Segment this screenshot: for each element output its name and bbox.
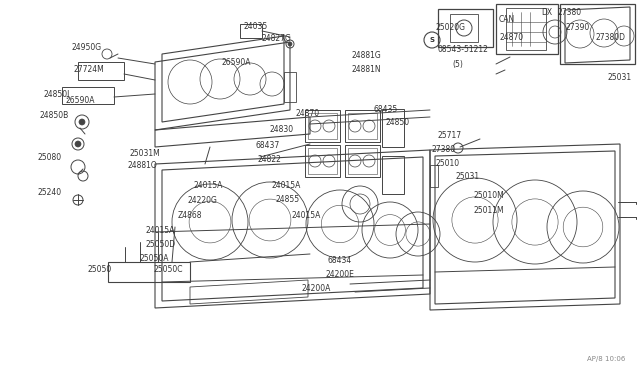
Bar	[308, 148, 337, 174]
Text: 26590A: 26590A	[65, 96, 95, 105]
Bar	[78, 62, 124, 80]
Text: 24870: 24870	[499, 33, 523, 42]
Circle shape	[79, 119, 85, 125]
Bar	[308, 113, 337, 139]
Text: CAN: CAN	[499, 15, 515, 24]
Bar	[430, 165, 438, 187]
Text: 27380D: 27380D	[595, 33, 625, 42]
Bar	[240, 24, 262, 38]
Circle shape	[75, 141, 81, 147]
Text: 24827G: 24827G	[262, 34, 292, 43]
Text: 27724M: 27724M	[74, 65, 105, 74]
Bar	[506, 8, 546, 50]
Bar	[62, 87, 114, 104]
Text: 24220G: 24220G	[188, 196, 218, 205]
Circle shape	[288, 42, 292, 46]
Text: 24830: 24830	[270, 125, 294, 134]
Text: 27380: 27380	[558, 8, 582, 17]
Text: 24015A: 24015A	[271, 181, 300, 190]
Text: DX: DX	[541, 8, 552, 17]
Bar	[438, 9, 493, 47]
Text: 25050A: 25050A	[140, 254, 170, 263]
Bar	[345, 110, 380, 142]
Bar	[305, 145, 340, 177]
Bar	[284, 72, 296, 102]
Text: 68435: 68435	[374, 105, 398, 114]
Text: 24881O: 24881O	[128, 161, 157, 170]
Text: 24822: 24822	[257, 155, 281, 164]
Text: 25031: 25031	[608, 73, 632, 82]
Text: 25031M: 25031M	[130, 149, 161, 158]
Text: AP/8 10:06: AP/8 10:06	[587, 356, 625, 362]
Text: 68437: 68437	[256, 141, 280, 150]
Text: 24870: 24870	[296, 109, 320, 118]
Text: 24881G: 24881G	[352, 51, 381, 60]
Text: 25010: 25010	[435, 159, 459, 168]
Bar	[348, 113, 377, 139]
Text: 24950G: 24950G	[72, 43, 102, 52]
Text: 24015A: 24015A	[292, 211, 321, 220]
Text: 08543-51212: 08543-51212	[438, 45, 489, 54]
Text: 25050D: 25050D	[146, 240, 176, 249]
Text: 24200A: 24200A	[302, 284, 332, 293]
Bar	[382, 109, 404, 147]
Bar	[450, 14, 478, 42]
Text: 25717: 25717	[438, 131, 462, 140]
Text: S: S	[429, 37, 435, 43]
Text: 24850B: 24850B	[40, 111, 69, 120]
Text: 26590A: 26590A	[222, 58, 252, 67]
Text: Z4868: Z4868	[178, 211, 202, 220]
Text: 25011M: 25011M	[474, 206, 504, 215]
Bar	[382, 156, 404, 194]
Text: (5): (5)	[452, 60, 463, 69]
Text: 24200E: 24200E	[326, 270, 355, 279]
Text: 24855: 24855	[276, 195, 300, 204]
Bar	[496, 4, 558, 54]
Text: 24015A: 24015A	[146, 226, 175, 235]
Text: 25010M: 25010M	[474, 191, 505, 200]
Text: 25031: 25031	[455, 172, 479, 181]
Text: 68434: 68434	[328, 256, 352, 265]
Text: 25050C: 25050C	[153, 265, 182, 274]
Text: 25020G: 25020G	[436, 23, 466, 32]
Text: 25050: 25050	[88, 265, 112, 274]
Text: 24035: 24035	[243, 22, 268, 31]
Text: 27390: 27390	[566, 23, 590, 32]
Bar	[345, 145, 380, 177]
Text: 25240: 25240	[38, 188, 62, 197]
Text: 25080: 25080	[38, 153, 62, 162]
Text: 24850J: 24850J	[44, 90, 70, 99]
Text: 27380: 27380	[432, 145, 456, 154]
Bar	[305, 110, 340, 142]
Text: 24850: 24850	[385, 118, 409, 127]
Text: 24015A: 24015A	[194, 181, 223, 190]
Bar	[560, 4, 635, 64]
Text: 24881N: 24881N	[352, 65, 381, 74]
Bar	[108, 262, 190, 282]
Bar	[348, 148, 377, 174]
